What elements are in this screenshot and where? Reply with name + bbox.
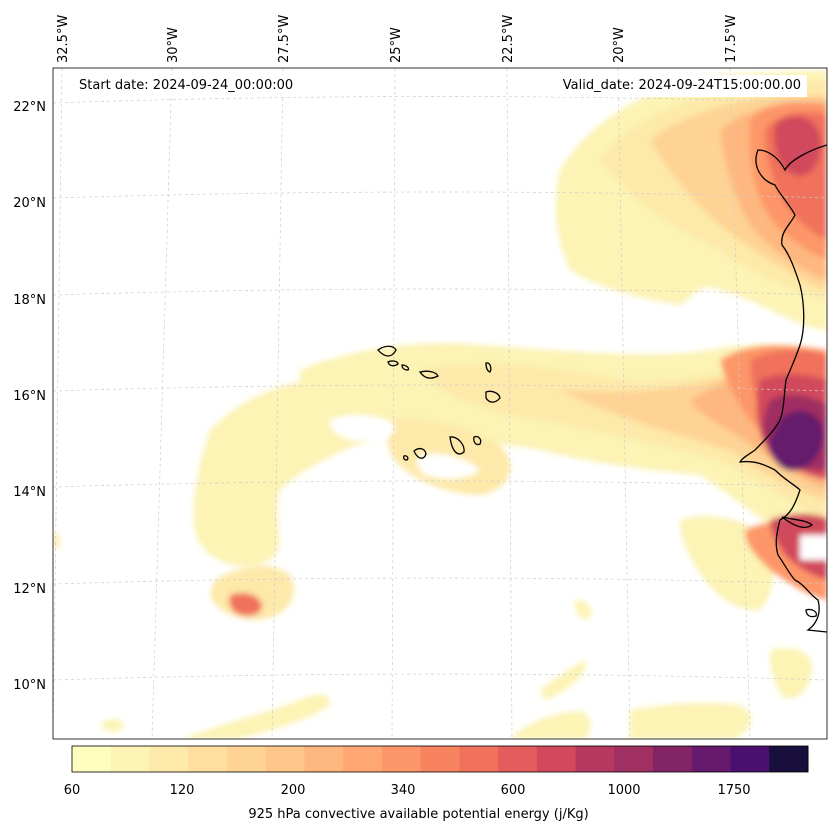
colorbar-swatch [730,746,770,772]
africa-coastline [738,144,827,633]
colorbar-swatch [459,746,499,772]
cape-field [53,70,827,739]
longitude-axis: 32.5°W 30°W 27.5°W 25°W 22.5°W 20°W 17.5… [56,15,739,63]
colorbar-ticks: 60 120 200 340 600 1000 1750 [64,783,751,798]
colorbar-tick-label: 600 [501,783,526,798]
colorbar-tick-label: 340 [391,783,416,798]
colorbar-swatch [381,746,422,772]
map-frame [52,67,828,740]
lon-label: 27.5°W [277,15,292,63]
colorbar-swatch [575,746,615,772]
cape-verde-islands [377,345,501,461]
colorbar-swatch [498,746,538,772]
lon-label: 30°W [166,27,181,63]
colorbar-tick-label: 60 [64,783,81,798]
lon-label: 25°W [389,27,404,63]
colorbar-swatch [769,746,809,772]
colorbar-swatch [226,746,267,772]
lon-label: 17.5°W [724,15,739,63]
colorbar-swatch [420,746,460,772]
latitude-axis: 22°N 20°N 18°N 16°N 14°N 12°N 10°N [13,100,46,693]
colorbar-tick-label: 120 [170,783,195,798]
coastlines [738,144,827,633]
lon-label: 32.5°W [56,15,71,63]
colorbar-tick-label: 200 [281,783,306,798]
colorbar-tick-label: 1750 [717,783,750,798]
lat-label: 14°N [13,485,46,500]
colorbar-frame [71,745,809,773]
colorbar-swatch [304,746,344,772]
lon-label: 22.5°W [501,15,516,63]
colorbar [72,746,809,772]
colorbar-swatch [265,746,305,772]
low-cape-gaps [329,414,642,499]
colorbar-swatch [614,746,654,772]
colorbar-swatch [188,746,228,772]
colorbar-swatch [653,746,693,772]
colorbar-tick-label: 1000 [607,783,640,798]
lat-label: 18°N [13,293,46,308]
lat-label: 12°N [13,582,46,597]
map-gridlines [53,68,827,739]
santo-antao-island [377,345,397,357]
colorbar-swatch [343,746,383,772]
valid-date-label: Valid_date: 2024-09-24T15:00:00.00 [556,75,807,97]
lat-label: 20°N [13,196,46,211]
colorbar-title: 925 hPa convective available potential e… [248,807,589,822]
colorbar-swatch [691,746,732,772]
colorbar-swatch [110,746,150,772]
lat-label: 16°N [13,389,46,404]
lat-label: 22°N [13,100,46,115]
lon-label: 20°W [612,27,627,63]
colorbar-swatch [149,746,189,772]
lat-label: 10°N [13,678,46,693]
colorbar-swatch [536,746,577,772]
colorbar-swatch [72,746,112,772]
start-date-label: Start date: 2024-09-24_00:00:00 [73,75,300,97]
